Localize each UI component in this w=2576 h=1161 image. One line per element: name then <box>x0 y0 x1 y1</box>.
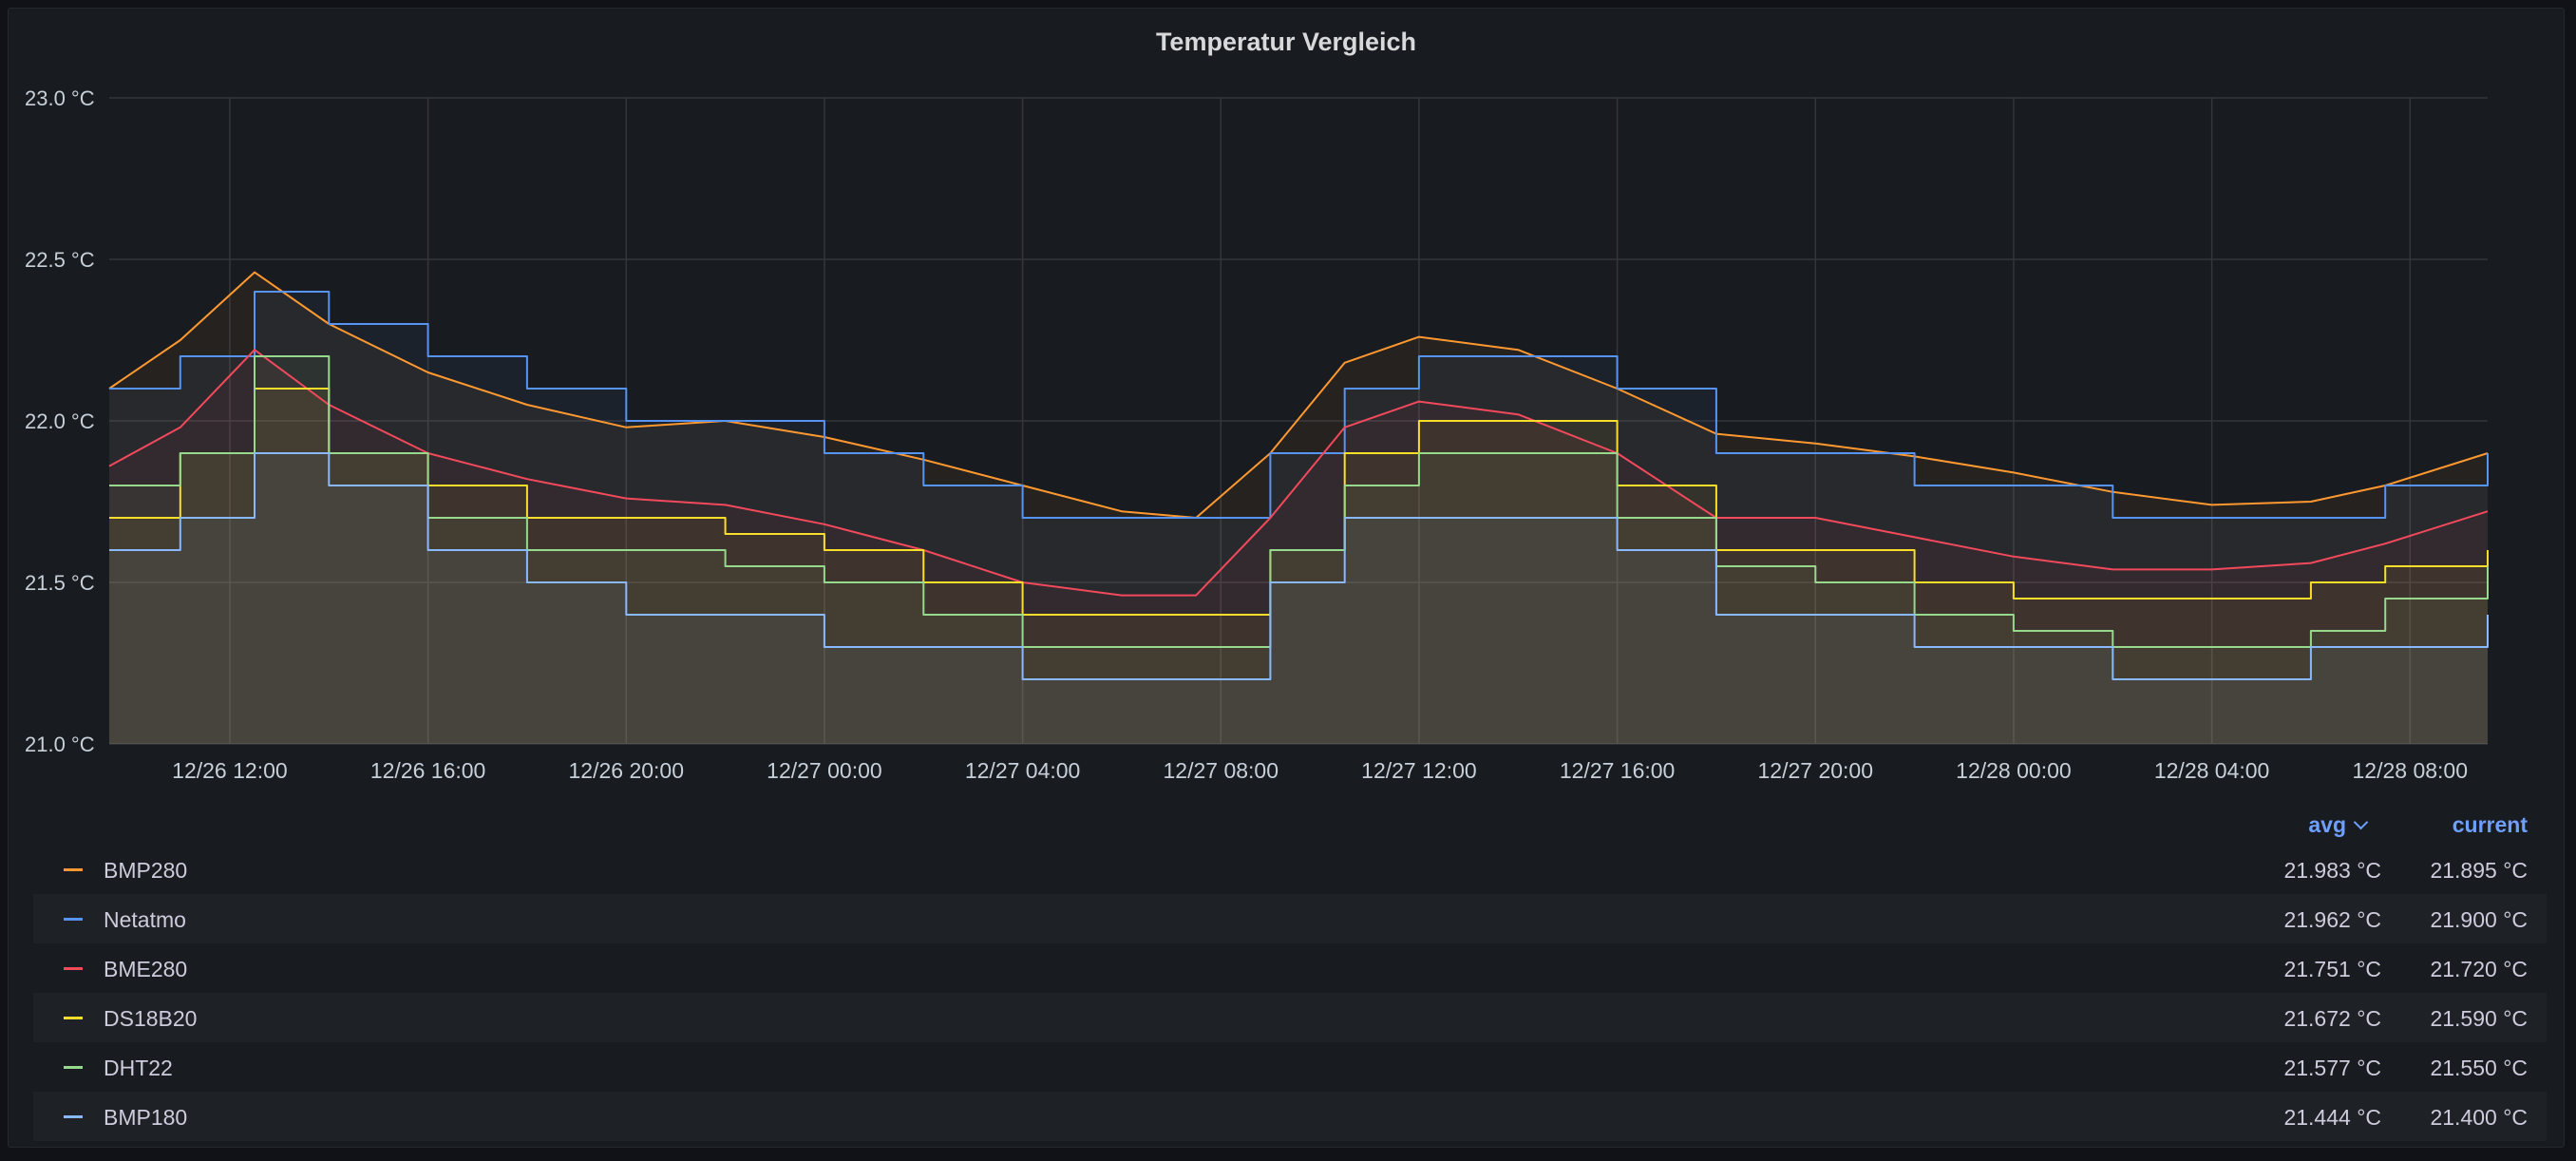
series-color-swatch[interactable] <box>64 868 83 871</box>
y-tick-label: 23.0 °C <box>25 86 95 110</box>
series-area-bmp280 <box>109 272 2488 744</box>
legend-avg-value: 21.983 °C <box>2283 858 2381 883</box>
legend-series-name[interactable]: Netatmo <box>104 907 186 932</box>
legend-series-name[interactable]: BMP280 <box>104 858 188 883</box>
x-tick-label: 12/26 20:00 <box>569 758 685 783</box>
legend-avg-value: 21.751 °C <box>2283 957 2381 981</box>
x-tick-label: 12/26 12:00 <box>172 758 288 783</box>
legend-rows: BMP280 21.983 °C 21.895 °C Netatmo 21.96… <box>33 845 2547 1141</box>
current-column-label: current <box>2452 812 2528 837</box>
legend-current-value: 21.900 °C <box>2430 907 2528 932</box>
graph-panel: Temperatur Vergleich 21.0 °C 21.5 °C 22.0 … <box>8 8 2565 1148</box>
x-tick-label: 12/27 08:00 <box>1164 758 1279 783</box>
x-tick-label: 12/27 12:00 <box>1361 758 1477 783</box>
series-color-swatch[interactable] <box>64 1115 83 1118</box>
legend-row[interactable]: DHT22 21.577 °C 21.550 °C <box>33 1042 2547 1092</box>
legend-avg-value: 21.672 °C <box>2283 1006 2381 1031</box>
time-series-chart[interactable]: 21.0 °C 21.5 °C 22.0 °C 22.5 °C 23.0 °C 12/2… <box>9 9 2566 797</box>
legend-series-name[interactable]: BMP180 <box>104 1105 188 1130</box>
series-color-swatch[interactable] <box>64 967 83 970</box>
avg-column-label: avg <box>2308 812 2346 837</box>
legend-header: avg current <box>33 803 2547 845</box>
x-tick-label: 12/27 04:00 <box>965 758 1081 783</box>
series-line-bmp180 <box>109 452 2489 680</box>
sort-avg-header[interactable]: avg <box>2308 812 2369 838</box>
series-color-swatch[interactable] <box>64 1017 83 1019</box>
sort-current-header[interactable]: current <box>2453 812 2528 838</box>
x-tick-label: 12/28 08:00 <box>2353 758 2469 783</box>
x-tick-label: 12/28 04:00 <box>2154 758 2270 783</box>
legend-avg-value: 21.962 °C <box>2283 907 2381 932</box>
y-axis: 21.0 °C 21.5 °C 22.0 °C 22.5 °C 23.0 °C <box>25 86 95 756</box>
series-line-bme280 <box>108 349 2489 597</box>
y-tick-label: 21.0 °C <box>25 733 95 756</box>
y-tick-label: 22.0 °C <box>25 409 95 433</box>
chevron-down-icon <box>2353 814 2369 830</box>
x-tick-label: 12/27 00:00 <box>767 758 882 783</box>
y-tick-label: 22.5 °C <box>25 248 95 272</box>
legend-table: avg current BMP280 21.983 °C 21.895 °C N… <box>33 803 2547 1141</box>
x-tick-label: 12/27 20:00 <box>1758 758 1874 783</box>
legend-row[interactable]: BMP280 21.983 °C 21.895 °C <box>33 845 2547 894</box>
series-color-swatch[interactable] <box>64 918 83 921</box>
series-lines <box>108 271 2489 680</box>
series-area-bme280 <box>109 350 2488 744</box>
series-area-bmp180 <box>109 453 2488 744</box>
x-tick-label: 12/26 16:00 <box>370 758 486 783</box>
y-tick-label: 21.5 °C <box>25 571 95 595</box>
legend-avg-value: 21.577 °C <box>2283 1056 2381 1080</box>
x-tick-label: 12/27 16:00 <box>1560 758 1676 783</box>
panel-title[interactable]: Temperatur Vergleich <box>1155 28 1417 56</box>
legend-current-value: 21.895 °C <box>2430 858 2528 883</box>
series-color-swatch[interactable] <box>64 1066 83 1069</box>
legend-current-value: 21.400 °C <box>2430 1105 2528 1130</box>
legend-row[interactable]: BME280 21.751 °C 21.720 °C <box>33 943 2547 993</box>
legend-series-name[interactable]: DS18B20 <box>104 1006 198 1031</box>
legend-current-value: 21.550 °C <box>2430 1056 2528 1080</box>
series-fills <box>109 272 2488 744</box>
legend-current-value: 21.590 °C <box>2430 1006 2528 1031</box>
series-area-netatmo <box>109 292 2488 744</box>
legend-series-name[interactable]: BME280 <box>104 957 188 981</box>
x-axis: 12/26 12:00 12/26 16:00 12/26 20:00 12/27 0… <box>172 758 2468 783</box>
x-tick-label: 12/28 00:00 <box>1956 758 2072 783</box>
legend-row[interactable]: Netatmo 21.962 °C 21.900 °C <box>33 894 2547 943</box>
legend-series-name[interactable]: DHT22 <box>104 1056 173 1080</box>
legend-avg-value: 21.444 °C <box>2283 1105 2381 1130</box>
series-area-ds18b20 <box>109 389 2488 744</box>
legend-row[interactable]: BMP180 21.444 °C 21.400 °C <box>33 1092 2547 1141</box>
legend-row[interactable]: DS18B20 21.672 °C 21.590 °C <box>33 993 2547 1042</box>
legend-current-value: 21.720 °C <box>2430 957 2528 981</box>
